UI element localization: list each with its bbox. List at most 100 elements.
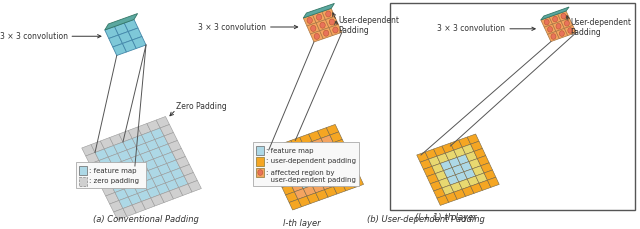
- Polygon shape: [116, 169, 129, 181]
- Polygon shape: [164, 133, 177, 144]
- Polygon shape: [109, 35, 122, 47]
- Polygon shape: [417, 152, 429, 162]
- Polygon shape: [332, 158, 344, 168]
- Polygon shape: [307, 149, 319, 160]
- Polygon shape: [139, 171, 152, 182]
- Polygon shape: [294, 145, 307, 155]
- Polygon shape: [310, 156, 323, 167]
- Polygon shape: [127, 147, 140, 158]
- Polygon shape: [330, 132, 342, 143]
- Polygon shape: [467, 176, 479, 186]
- Polygon shape: [465, 151, 477, 162]
- Polygon shape: [167, 160, 180, 172]
- Polygon shape: [326, 168, 339, 179]
- Polygon shape: [122, 40, 136, 52]
- Polygon shape: [476, 173, 488, 183]
- Polygon shape: [292, 163, 305, 174]
- Text: (b) User-dependent Padding: (b) User-dependent Padding: [367, 215, 484, 224]
- Polygon shape: [427, 174, 438, 184]
- Polygon shape: [333, 139, 346, 150]
- Polygon shape: [294, 189, 307, 199]
- Polygon shape: [268, 154, 280, 165]
- Polygon shape: [328, 150, 340, 161]
- Polygon shape: [326, 16, 339, 28]
- Polygon shape: [287, 174, 300, 184]
- Polygon shape: [445, 192, 457, 202]
- Text: 3 × 3 convolution: 3 × 3 convolution: [0, 32, 68, 41]
- Polygon shape: [280, 159, 292, 169]
- Polygon shape: [95, 149, 108, 161]
- Polygon shape: [156, 117, 170, 128]
- Polygon shape: [307, 23, 320, 34]
- Text: l-th layer: l-th layer: [283, 219, 321, 228]
- Polygon shape: [132, 135, 145, 147]
- Polygon shape: [454, 147, 465, 157]
- Polygon shape: [264, 147, 276, 158]
- Polygon shape: [449, 157, 461, 168]
- Polygon shape: [138, 123, 151, 135]
- Polygon shape: [120, 177, 134, 189]
- Text: User-dependent
Padding: User-dependent Padding: [339, 16, 399, 35]
- Polygon shape: [161, 172, 175, 183]
- Polygon shape: [451, 140, 462, 150]
- Polygon shape: [163, 152, 176, 164]
- Polygon shape: [168, 141, 181, 152]
- Bar: [257, 157, 264, 166]
- Circle shape: [316, 14, 322, 20]
- Polygon shape: [285, 148, 298, 159]
- Polygon shape: [291, 181, 303, 192]
- Polygon shape: [145, 139, 159, 151]
- Polygon shape: [102, 185, 115, 196]
- Polygon shape: [124, 185, 138, 197]
- Circle shape: [552, 16, 557, 22]
- Polygon shape: [308, 175, 321, 185]
- Polygon shape: [125, 166, 139, 177]
- Polygon shape: [275, 169, 287, 180]
- Polygon shape: [454, 189, 465, 199]
- Polygon shape: [119, 197, 132, 208]
- Polygon shape: [179, 184, 192, 196]
- Polygon shape: [171, 168, 184, 180]
- Polygon shape: [282, 184, 294, 195]
- Circle shape: [258, 170, 263, 175]
- Polygon shape: [278, 177, 291, 188]
- Polygon shape: [184, 172, 197, 184]
- Circle shape: [307, 17, 312, 23]
- Text: (l + 1)-th layer: (l + 1)-th layer: [415, 213, 477, 222]
- Polygon shape: [176, 156, 189, 168]
- Polygon shape: [433, 146, 445, 156]
- Polygon shape: [91, 141, 104, 153]
- Polygon shape: [451, 182, 462, 192]
- Polygon shape: [109, 134, 123, 145]
- Text: User-dependent
Padding: User-dependent Padding: [570, 18, 632, 37]
- Polygon shape: [170, 188, 183, 199]
- Circle shape: [559, 31, 564, 36]
- Polygon shape: [317, 172, 330, 182]
- Polygon shape: [552, 21, 564, 31]
- Polygon shape: [128, 127, 141, 139]
- Polygon shape: [481, 163, 493, 173]
- Polygon shape: [440, 160, 452, 171]
- Polygon shape: [420, 159, 432, 169]
- Polygon shape: [340, 154, 353, 165]
- Polygon shape: [470, 183, 483, 194]
- Polygon shape: [155, 136, 168, 147]
- Polygon shape: [333, 183, 346, 194]
- Polygon shape: [276, 151, 289, 162]
- Polygon shape: [148, 167, 161, 178]
- Polygon shape: [280, 159, 292, 169]
- Polygon shape: [141, 198, 155, 210]
- Circle shape: [544, 19, 549, 25]
- Polygon shape: [298, 152, 310, 163]
- Polygon shape: [124, 19, 138, 32]
- Polygon shape: [316, 20, 329, 31]
- Polygon shape: [425, 149, 437, 159]
- Polygon shape: [344, 162, 356, 173]
- Bar: [257, 146, 264, 155]
- Polygon shape: [564, 25, 576, 35]
- Polygon shape: [300, 134, 312, 145]
- Polygon shape: [470, 141, 483, 151]
- Polygon shape: [175, 176, 188, 188]
- Polygon shape: [154, 155, 167, 167]
- Polygon shape: [442, 185, 454, 195]
